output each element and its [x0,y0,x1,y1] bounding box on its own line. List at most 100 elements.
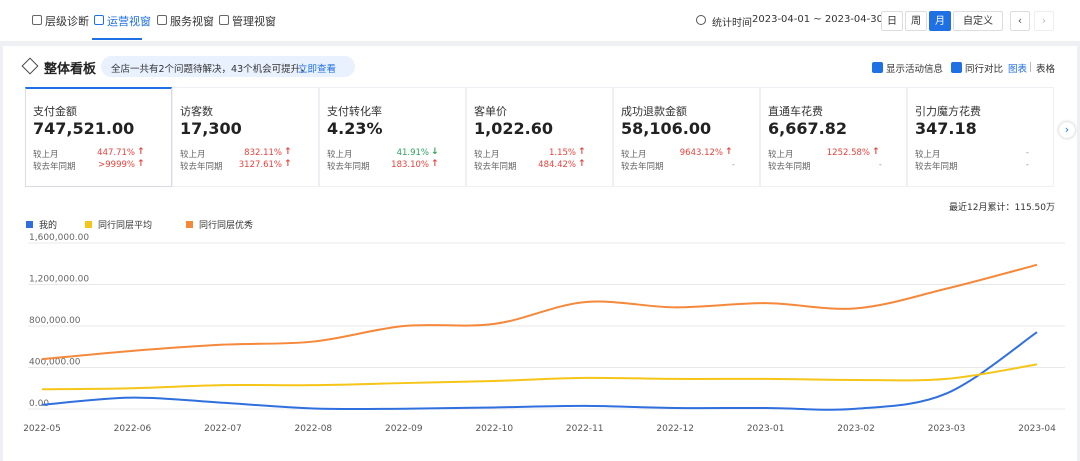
metric-value: 747,521.00 [33,119,135,138]
metric-name: 支付转化率 [327,105,382,118]
prev-button[interactable]: ‹ [1010,11,1030,31]
compare-label: 较上月 [474,150,500,160]
series-line [41,331,1038,411]
metric-name: 直通车花费 [768,105,823,118]
info-icon [696,15,706,25]
metric-value: 1,022.60 [474,119,553,138]
compare-change: 484.42% [538,160,576,170]
y-tick-label: 1,200,000.00 [29,275,89,285]
trend-arrow: ↑ [284,147,292,157]
legend-label: 同行同层优秀 [199,219,253,231]
notice-link[interactable]: 立即查看 [298,64,337,75]
legend-swatch [85,221,92,228]
x-tick-label: 2022-06 [114,424,152,434]
metric-card[interactable] [172,87,319,187]
trend-arrow: ↓ [431,147,439,157]
panel-title: 整体看板 [44,62,97,77]
compare-change: - [878,160,882,170]
compare-change: 447.71% [97,148,135,158]
chart-note: 最近12月累计：115.50万 [949,201,1055,213]
view-toggle[interactable]: 图表 [1008,64,1028,75]
compare-label: 较上月 [33,150,59,160]
notice-text: 全店一共有2个问题待解决，43个机会可提升， [111,64,310,75]
metric-card[interactable] [466,87,613,187]
view-toggle[interactable]: 表格 [1036,64,1056,75]
compare-label: 较去年同期 [915,162,958,172]
compare-change: - [1025,160,1029,170]
x-tick-label: 2022-12 [656,424,694,434]
trend-arrow: ↑ [431,159,439,169]
trend-arrow: ↑ [284,159,292,169]
metric-card[interactable] [907,87,1054,187]
period-button[interactable]: 自定义 [953,11,1003,31]
metric-card[interactable] [760,87,907,187]
x-tick-label: 2023-02 [837,424,875,434]
compare-label: 较上月 [327,150,353,160]
metric-card[interactable] [319,87,466,187]
x-tick-label: 2022-05 [23,424,61,434]
checkbox[interactable] [872,62,883,73]
legend-label: 同行同层平均 [98,219,152,231]
metric-value: 58,106.00 [621,119,712,138]
period-button[interactable]: 周 [905,11,927,31]
legend-swatch [186,221,193,228]
compare-change: - [1025,148,1029,158]
compare-change: 3127.61% [238,160,282,170]
metric-value: 347.18 [915,119,977,138]
compare-label: 较去年同期 [180,162,223,172]
option-label[interactable]: 同行对比 [965,64,1004,75]
checkbox[interactable] [951,62,962,73]
nav-tab[interactable]: 运营视窗 [107,15,151,28]
y-tick-label: 0.00 [29,399,49,409]
series-line [41,363,1038,391]
view-divider [1030,62,1031,72]
nav-tab[interactable]: 层级诊断 [45,15,89,28]
compare-label: 较去年同期 [621,162,664,172]
next-button[interactable]: › [1034,11,1054,31]
metric-card[interactable] [613,87,760,187]
y-tick-label: 800,000.00 [29,316,81,326]
compare-label: 较上月 [915,150,941,160]
option-label[interactable]: 显示活动信息 [886,64,944,75]
trend-arrow: ↑ [872,147,880,157]
trend-arrow: ↑ [578,147,586,157]
period-button[interactable]: 月 [929,11,951,31]
compare-label: 较去年同期 [474,162,517,172]
metric-value: 6,667.82 [768,119,847,138]
x-tick-label: 2022-11 [566,424,604,434]
compare-change: 1252.58% [826,148,870,158]
compare-label: 较上月 [180,150,206,160]
cards-next[interactable]: › [1059,122,1075,138]
tab-icon [157,15,167,25]
compare-label: 较上月 [768,150,794,160]
period-button[interactable]: 日 [881,11,903,31]
y-tick-label: 1,600,000.00 [29,233,89,243]
x-tick-label: 2023-03 [928,424,966,434]
x-tick-label: 2023-01 [747,424,785,434]
compare-label: 较上月 [621,150,647,160]
nav-tab[interactable]: 管理视窗 [232,15,276,28]
x-tick-label: 2022-10 [475,424,513,434]
tab-icon [219,15,229,25]
metric-name: 客单价 [474,105,507,118]
metric-name: 引力魔方花费 [915,105,981,118]
y-tick-label: 400,000.00 [29,358,81,368]
metric-value: 17,300 [180,119,242,138]
metric-name: 成功退款金额 [621,105,687,118]
x-tick-label: 2023-04 [1018,424,1056,434]
stat-label: 统计时间 [712,18,752,29]
compare-change: 9643.12% [679,148,723,158]
compare-label: 较去年同期 [768,162,811,172]
tab-icon [94,15,104,25]
trend-arrow: ↑ [137,147,145,157]
nav-tab[interactable]: 服务视窗 [170,15,214,28]
compare-change: >9999% [98,160,135,170]
x-tick-label: 2022-08 [295,424,333,434]
compare-change: - [731,160,735,170]
metric-name: 访客数 [180,105,213,118]
compare-change: 1.15% [548,148,576,158]
compare-change: 183.10% [391,160,429,170]
x-tick-label: 2022-07 [204,424,242,434]
metric-card[interactable] [25,87,172,187]
